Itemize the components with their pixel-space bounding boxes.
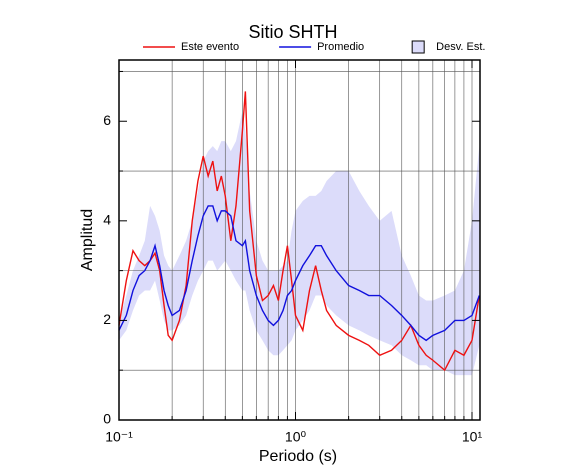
y-tick-label: 4 xyxy=(103,212,111,228)
legend-label: Promedio xyxy=(317,41,364,53)
std-band xyxy=(119,111,480,376)
y-axis-label: Amplitud xyxy=(79,209,96,271)
legend-label: Desv. Est. xyxy=(436,41,485,53)
x-axis-label: Periodo (s) xyxy=(259,448,337,465)
legend-label: Este evento xyxy=(181,41,239,53)
x-tick-label: 10⁻¹ xyxy=(105,429,133,445)
y-tick-label: 2 xyxy=(103,311,111,327)
x-tick-label: 10¹ xyxy=(462,429,483,445)
series-line xyxy=(118,205,480,342)
chart-title: Sitio SHTH xyxy=(248,22,337,42)
legend-swatch xyxy=(411,40,425,54)
series-line xyxy=(118,91,481,372)
x-tick-label: 10⁰ xyxy=(285,429,307,445)
plot-frame xyxy=(118,59,481,421)
y-tick-label: 0 xyxy=(103,411,111,427)
y-tick-label: 6 xyxy=(103,112,111,128)
